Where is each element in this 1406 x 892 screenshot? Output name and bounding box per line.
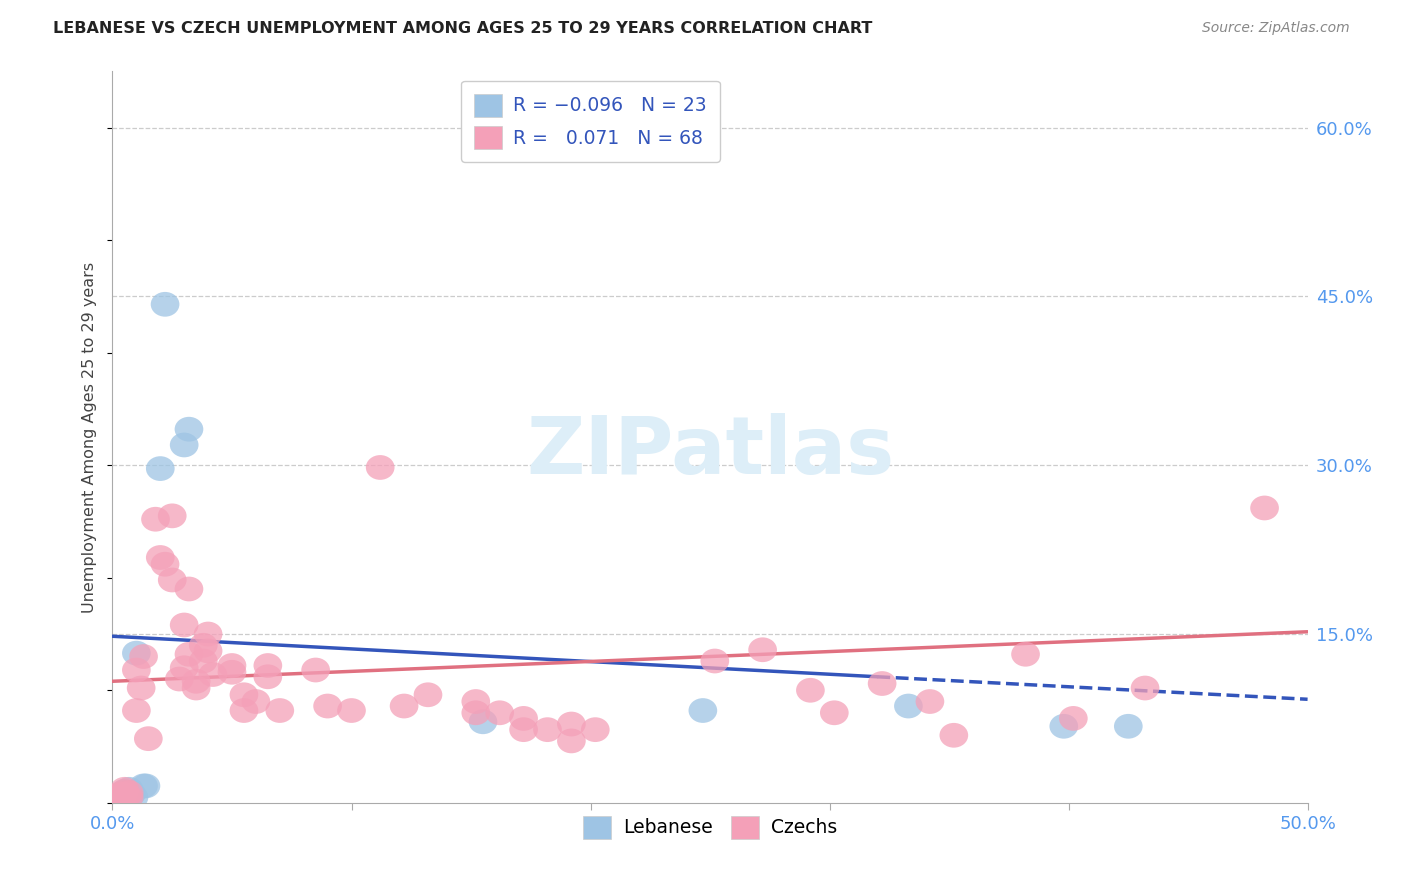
Ellipse shape xyxy=(218,653,246,678)
Ellipse shape xyxy=(557,712,586,737)
Ellipse shape xyxy=(218,660,246,685)
Ellipse shape xyxy=(581,717,610,742)
Ellipse shape xyxy=(110,777,139,802)
Ellipse shape xyxy=(366,455,395,480)
Ellipse shape xyxy=(748,638,778,662)
Ellipse shape xyxy=(188,633,218,657)
Ellipse shape xyxy=(170,613,198,638)
Ellipse shape xyxy=(253,653,283,678)
Ellipse shape xyxy=(129,644,157,669)
Text: Source: ZipAtlas.com: Source: ZipAtlas.com xyxy=(1202,21,1350,35)
Ellipse shape xyxy=(533,717,562,742)
Ellipse shape xyxy=(132,773,160,798)
Ellipse shape xyxy=(413,682,443,707)
Ellipse shape xyxy=(122,657,150,682)
Ellipse shape xyxy=(122,640,150,665)
Ellipse shape xyxy=(1250,496,1279,520)
Ellipse shape xyxy=(165,666,194,691)
Ellipse shape xyxy=(105,787,134,812)
Ellipse shape xyxy=(253,665,283,690)
Ellipse shape xyxy=(1130,675,1160,700)
Ellipse shape xyxy=(194,639,222,664)
Text: ZIPatlas: ZIPatlas xyxy=(526,413,894,491)
Ellipse shape xyxy=(301,657,330,682)
Ellipse shape xyxy=(103,786,132,811)
Ellipse shape xyxy=(170,433,198,458)
Ellipse shape xyxy=(1011,642,1040,666)
Ellipse shape xyxy=(105,782,134,807)
Ellipse shape xyxy=(820,700,849,725)
Ellipse shape xyxy=(134,726,163,751)
Ellipse shape xyxy=(115,777,143,802)
Ellipse shape xyxy=(939,723,969,747)
Text: LEBANESE VS CZECH UNEMPLOYMENT AMONG AGES 25 TO 29 YEARS CORRELATION CHART: LEBANESE VS CZECH UNEMPLOYMENT AMONG AGE… xyxy=(53,21,873,36)
Ellipse shape xyxy=(174,417,204,442)
Ellipse shape xyxy=(174,642,204,666)
Ellipse shape xyxy=(461,700,491,725)
Ellipse shape xyxy=(141,507,170,532)
Ellipse shape xyxy=(157,503,187,528)
Ellipse shape xyxy=(112,785,141,810)
Ellipse shape xyxy=(1049,714,1078,739)
Ellipse shape xyxy=(105,782,134,807)
Y-axis label: Unemployment Among Ages 25 to 29 years: Unemployment Among Ages 25 to 29 years xyxy=(82,261,97,613)
Ellipse shape xyxy=(115,785,143,810)
Ellipse shape xyxy=(115,780,143,805)
Ellipse shape xyxy=(110,780,139,804)
Ellipse shape xyxy=(894,694,922,718)
Ellipse shape xyxy=(689,698,717,723)
Legend: Lebanese, Czechs: Lebanese, Czechs xyxy=(576,808,844,847)
Ellipse shape xyxy=(509,717,538,742)
Ellipse shape xyxy=(112,784,141,808)
Ellipse shape xyxy=(198,662,228,687)
Ellipse shape xyxy=(509,706,538,731)
Ellipse shape xyxy=(266,698,294,723)
Ellipse shape xyxy=(101,785,129,810)
Ellipse shape xyxy=(337,698,366,723)
Ellipse shape xyxy=(796,678,825,703)
Ellipse shape xyxy=(110,784,139,808)
Ellipse shape xyxy=(170,656,198,680)
Ellipse shape xyxy=(110,780,139,804)
Ellipse shape xyxy=(108,786,136,811)
Ellipse shape xyxy=(103,786,132,811)
Ellipse shape xyxy=(461,690,491,714)
Ellipse shape xyxy=(188,648,218,673)
Ellipse shape xyxy=(174,576,204,601)
Ellipse shape xyxy=(117,781,146,806)
Ellipse shape xyxy=(242,690,270,714)
Ellipse shape xyxy=(485,700,515,725)
Ellipse shape xyxy=(1059,706,1088,731)
Ellipse shape xyxy=(157,567,187,592)
Ellipse shape xyxy=(557,729,586,753)
Ellipse shape xyxy=(127,675,156,700)
Ellipse shape xyxy=(120,785,149,810)
Ellipse shape xyxy=(150,552,180,576)
Ellipse shape xyxy=(105,785,134,810)
Ellipse shape xyxy=(146,456,174,481)
Ellipse shape xyxy=(108,781,136,806)
Ellipse shape xyxy=(122,698,150,723)
Ellipse shape xyxy=(468,709,498,734)
Ellipse shape xyxy=(129,773,157,798)
Ellipse shape xyxy=(115,780,143,805)
Ellipse shape xyxy=(194,622,222,647)
Ellipse shape xyxy=(229,682,259,707)
Ellipse shape xyxy=(1114,714,1143,739)
Ellipse shape xyxy=(181,669,211,694)
Ellipse shape xyxy=(389,694,419,718)
Ellipse shape xyxy=(700,648,730,673)
Ellipse shape xyxy=(915,690,945,714)
Ellipse shape xyxy=(108,787,136,812)
Ellipse shape xyxy=(181,675,211,700)
Ellipse shape xyxy=(868,671,897,696)
Ellipse shape xyxy=(229,698,259,723)
Ellipse shape xyxy=(314,694,342,718)
Ellipse shape xyxy=(146,545,174,570)
Ellipse shape xyxy=(150,292,180,317)
